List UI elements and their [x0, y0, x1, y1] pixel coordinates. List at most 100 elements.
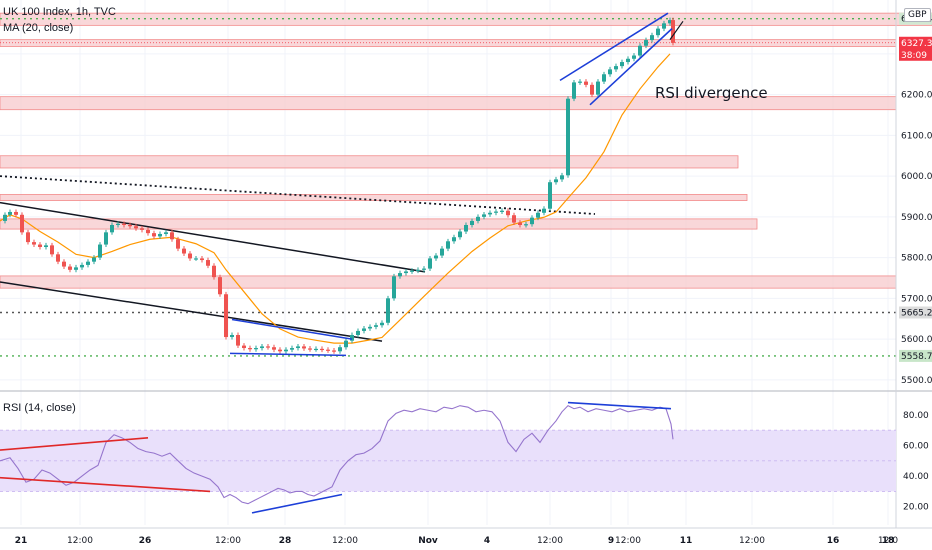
chart-title: UK 100 Index, 1h, TVC	[3, 6, 116, 18]
time-tick-label: 26	[139, 536, 152, 546]
candle-body	[614, 66, 618, 70]
candle-body	[494, 211, 498, 213]
candle-body	[104, 232, 108, 245]
trend-line-lower	[0, 281, 383, 342]
candle-body	[458, 231, 462, 238]
time-tick-label: 16	[827, 536, 840, 546]
candle-body	[272, 347, 276, 350]
rsi-divergence-annotation[interactable]: RSI divergence	[655, 84, 768, 102]
candle-body	[536, 212, 540, 218]
candle-body	[392, 276, 396, 299]
candle-body	[242, 345, 246, 349]
candle-body	[26, 232, 30, 243]
candle-body	[302, 346, 306, 349]
price-tick-label: 5500.0	[901, 376, 932, 386]
candle-body	[326, 349, 330, 351]
candle-body	[8, 211, 12, 215]
candle-body	[464, 225, 468, 232]
candle-body	[296, 346, 300, 349]
candle-body	[74, 267, 78, 270]
candle-body	[260, 346, 264, 349]
candle-body	[200, 258, 204, 261]
time-tick-label: 12:00	[537, 536, 563, 546]
candle-body	[206, 260, 210, 266]
currency-badge[interactable]: GBP	[904, 8, 931, 22]
candle-body	[284, 349, 288, 352]
last-price-label: 6327.3	[901, 39, 932, 49]
candle-body	[626, 58, 630, 63]
candle-body	[50, 245, 54, 255]
trend-line-dotted	[0, 175, 596, 215]
candle-body	[356, 330, 360, 335]
time-tick-label: 12:00	[332, 536, 358, 546]
candle-body	[554, 179, 558, 183]
price-tick-label: 5900.0	[901, 213, 932, 223]
rsi-blue-line-low	[251, 493, 343, 514]
candle-body	[542, 208, 546, 213]
candle-body	[416, 269, 420, 272]
candle-body	[344, 340, 348, 348]
rsi-tick-label: 80.00	[903, 411, 929, 421]
candle-body	[32, 242, 36, 245]
candle-body	[56, 254, 60, 262]
time-tick-label: 12:00	[615, 536, 641, 546]
candle-body	[332, 350, 336, 352]
candle-body	[452, 237, 456, 242]
candle-body	[386, 298, 390, 323]
candle-body	[254, 348, 258, 350]
candle-body	[290, 348, 294, 350]
candle-body	[116, 223, 120, 225]
level-price-label: 5665.2	[901, 309, 932, 319]
time-tick-label: 4	[484, 536, 490, 546]
candle-body	[644, 40, 648, 46]
candle-body	[602, 74, 606, 82]
candle-body	[20, 214, 24, 233]
candle-body	[152, 233, 156, 237]
candle-body	[398, 273, 402, 277]
time-tick-label: 12:00	[739, 536, 765, 546]
candle-body	[482, 214, 486, 217]
candle-body	[404, 271, 408, 274]
candle-body	[338, 347, 342, 352]
price-tick-label: 6100.0	[901, 131, 932, 141]
wedge-line-bottom	[229, 352, 347, 357]
candle-body	[488, 212, 492, 215]
price-tick-label: 5600.0	[901, 335, 932, 345]
candle-body	[668, 20, 672, 24]
rsi-red-line-lower	[0, 476, 211, 493]
candle-body	[236, 335, 240, 346]
rsi-tick-label: 20.00	[903, 503, 929, 513]
ma-indicator-label[interactable]: MA (20, close)	[3, 22, 74, 34]
candle-body	[368, 326, 372, 329]
candle-body	[470, 220, 474, 225]
candle-body	[134, 226, 138, 229]
candle-body	[434, 255, 438, 259]
candle-body	[266, 346, 270, 348]
time-tick-label: 21	[15, 536, 28, 546]
candle-body	[122, 223, 126, 225]
candle-body	[140, 228, 144, 230]
level-price-label-bg	[899, 306, 932, 319]
candle-body	[512, 215, 516, 223]
price-tick-label: 5700.0	[901, 294, 932, 304]
candle-body	[110, 225, 114, 233]
candle-body	[362, 328, 366, 331]
candle-body	[170, 232, 174, 240]
countdown-label: 38:09	[901, 51, 927, 61]
time-tick-label: 28	[279, 536, 292, 546]
time-tick-label: Nov	[418, 536, 438, 546]
rsi-line	[0, 404, 674, 505]
candle-body	[14, 211, 18, 215]
candle-body	[656, 28, 660, 36]
candle-body	[620, 62, 624, 67]
candle-body	[320, 348, 324, 351]
candle-body	[158, 233, 162, 237]
rsi-indicator-label[interactable]: RSI (14, close)	[3, 402, 76, 414]
candle-body	[446, 241, 450, 249]
candle-body	[476, 216, 480, 221]
rising-wedge-bottom	[589, 28, 673, 106]
candle-body	[314, 348, 318, 351]
rising-wedge-top	[559, 12, 669, 82]
candle-body	[128, 225, 132, 227]
